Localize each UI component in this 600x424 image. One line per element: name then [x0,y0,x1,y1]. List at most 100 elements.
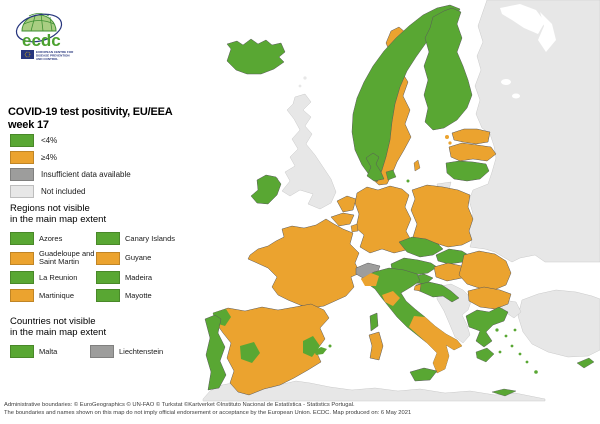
map-area-portugal [204,314,227,391]
regions-not-visible-block: Regions not visible in the main map exte… [10,203,200,302]
map-area-bornholm [406,179,410,183]
map-area-norway [351,4,461,183]
legend-swatch-gray [10,168,34,181]
region-swatch [10,232,34,245]
map-area-corsica [369,312,379,332]
map-area-belgium [330,212,355,227]
map-area-croatia [415,281,460,303]
map-area-sardinia [368,331,384,361]
legend-label: <4% [41,136,58,145]
country-label: Liechtenstein [119,346,164,356]
legend-swatch-orange [10,151,34,164]
map-area-iceland [226,38,286,75]
region-swatch [96,271,120,284]
region-item-azores: Azores [10,232,96,245]
map-area-estonia [451,128,491,145]
region-swatch [10,289,34,302]
region-label: Guadeloupe and Saint Martin [39,249,95,266]
region-swatch [96,232,120,245]
map-area-united-kingdom [281,93,337,210]
map-title-line2: week 17 [8,119,49,131]
eu-flag-icon [21,50,34,59]
region-item-martinique: Martinique [10,289,96,302]
legend-row: Insufficient data available [10,166,131,183]
legend-row: Not included [10,183,131,200]
map-area-croatia-istria [413,283,422,292]
regions-heading-line2: in the main map extent [10,214,107,225]
map-area-turkey [517,289,600,358]
map-area-greek-islands [495,328,538,374]
map-area-uk-islands [298,76,307,88]
legend-swatch-lightgray [10,185,34,198]
map-area-spain-extremadura [240,342,260,363]
region-swatch [10,271,34,284]
map-area-italy-tuscany [382,291,400,306]
region-label: Guyane [125,253,152,262]
region-swatch [96,251,120,265]
map-area-finland [423,7,473,131]
region-item-mayotte: Mayotte [96,289,198,302]
map-area-sicily [409,367,438,382]
country-item-liechtenstein: Liechtenstein [90,345,163,358]
region-item-canary-islands: Canary Islands [96,232,198,245]
logo-org-line1: EUROPEAN CENTRE FOR [36,50,74,54]
map-area-france [247,218,361,309]
logo-org-line3: AND CONTROL [36,57,58,61]
country-swatch [90,345,114,358]
map-area-denmark [365,152,385,182]
logo-org-line2: DISEASE PREVENTION [36,54,70,58]
attribution-line2: The boundaries and names shown on this m… [4,409,412,416]
map-area-ireland [250,174,282,205]
regions-grid: Azores Canary Islands Guadeloupe and Sai… [10,232,200,302]
map-attribution: Administrative boundaries: © EuroGeograp… [4,402,598,417]
countries-heading-line1: Countries not visible [10,316,96,327]
legend-row: ≥4% [10,149,131,166]
map-area-lithuania [445,160,490,182]
map-title: COVID-19 test positivity, EU/EEA week 17 [8,106,173,132]
map-area-netherlands [336,195,357,213]
country-label: Malta [39,346,58,356]
countries-row: Malta Liechtenstein [10,345,200,358]
map-area-balearic-islands [314,344,332,355]
regions-heading-line1: Regions not visible [10,203,90,214]
map-area-estonian-islands [445,135,452,145]
map-area-cyprus [576,357,595,369]
map-area-russian-lakes [501,12,556,99]
legend: <4% ≥4% Insufficient data available Not … [10,132,131,200]
ecdc-acronym: ecdc [22,31,61,50]
map-area-russia-east-europe [467,0,600,263]
map-area-italy-northwest [361,273,379,286]
region-swatch [10,251,34,265]
map-area-czechia [398,236,444,258]
legend-row: <4% [10,132,131,149]
region-label: Canary Islands [125,233,176,243]
map-area-western-balkans [436,283,473,344]
region-item-la-reunion: La Reunion [10,271,96,284]
map-area-bulgaria [467,286,512,310]
legend-label: ≥4% [41,153,57,162]
map-area-spain [212,303,330,396]
legend-label: Not included [41,187,86,196]
map-area-italy-south [409,316,462,373]
region-label: Madeira [125,272,153,282]
region-label: Azores [39,233,63,243]
region-item-guyane: Guyane [96,250,198,266]
map-area-gotland [413,159,421,172]
country-item-malta: Malta [10,345,90,358]
countries-not-visible-block: Countries not visible in the main map ex… [10,316,200,358]
attribution-line1: Administrative boundaries: © EuroGeograp… [4,402,355,408]
map-area-denmark-islands [385,169,397,181]
map-area-poland [410,184,474,248]
map-area-greece [465,306,509,348]
globe-icon [21,14,57,32]
region-label: La Reunion [39,272,78,282]
region-label: Martinique [39,290,75,300]
region-swatch [96,289,120,302]
map-area-latvia [448,142,497,162]
map-title-line1: COVID-19 test positivity, EU/EEA [8,106,173,118]
countries-heading-line2: in the main map extent [10,327,107,338]
legend-label: Insufficient data available [41,170,131,179]
map-area-peloponnese [475,347,495,363]
country-swatch [10,345,34,358]
